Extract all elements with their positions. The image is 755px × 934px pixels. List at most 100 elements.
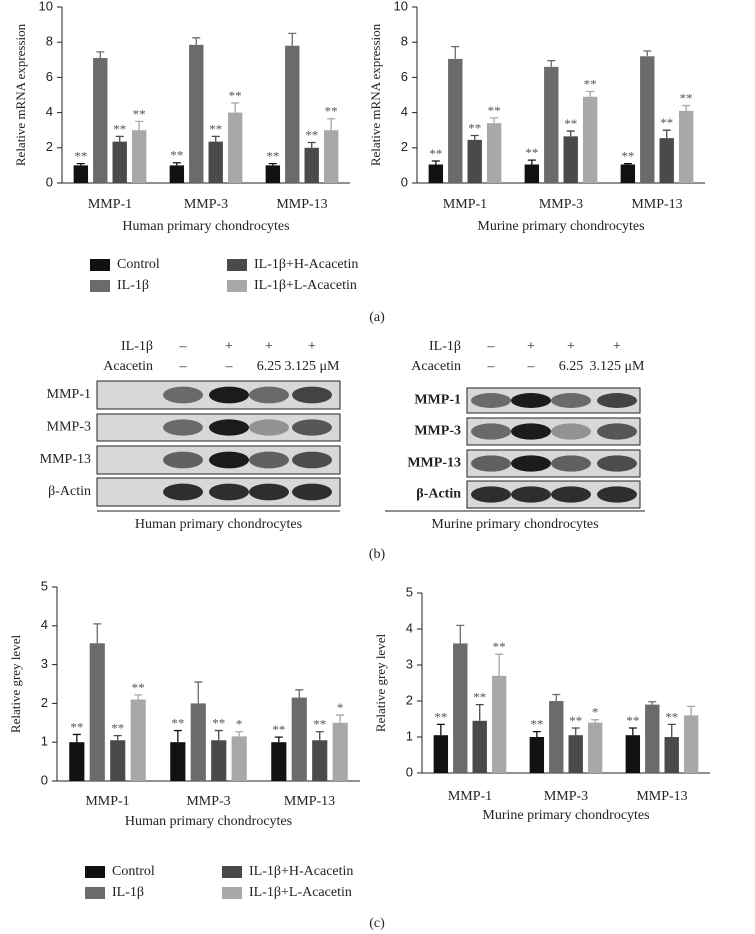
bar xyxy=(659,138,674,183)
bar xyxy=(110,740,126,781)
y-tick-label: 4 xyxy=(406,620,413,635)
x-tick-label: MMP-13 xyxy=(636,789,687,804)
y-tick-label: 0 xyxy=(406,764,413,779)
y-tick-label: 8 xyxy=(401,34,408,49)
legend-label: IL-1β xyxy=(112,885,144,900)
x-tick-label: MMP-3 xyxy=(539,197,583,212)
significance: ** xyxy=(488,103,501,118)
blot-band xyxy=(511,455,551,472)
x-axis-label: Human primary chondrocytes xyxy=(122,219,289,234)
bar xyxy=(189,44,204,184)
significance: ** xyxy=(272,722,285,737)
treatment-value: + xyxy=(225,339,233,354)
bar xyxy=(312,740,328,781)
significance: ** xyxy=(266,149,279,164)
x-tick-label: MMP-13 xyxy=(276,197,327,212)
significance: ** xyxy=(132,680,145,695)
bar xyxy=(428,164,444,183)
bar xyxy=(582,96,598,183)
significance: ** xyxy=(113,121,126,136)
blot-band xyxy=(551,455,591,472)
y-tick-label: 2 xyxy=(46,139,53,154)
significance: ** xyxy=(171,716,184,731)
blot-band xyxy=(292,419,332,436)
treatment-value: + xyxy=(613,339,621,354)
bar xyxy=(211,740,227,781)
blot-band xyxy=(551,423,591,440)
bar xyxy=(231,736,247,781)
treatment-label: IL-1β xyxy=(121,339,153,354)
legend-label: IL-1β xyxy=(117,278,149,293)
bar xyxy=(645,704,660,773)
error-bar xyxy=(115,135,124,142)
error-bar xyxy=(475,703,484,721)
blot-band xyxy=(163,451,203,469)
bar xyxy=(285,45,300,183)
error-bar xyxy=(682,104,691,111)
y-tick-label: 10 xyxy=(394,0,408,13)
blot-caption: Murine primary chondrocytes xyxy=(431,517,598,532)
y-tick-label: 0 xyxy=(41,772,48,787)
error-bar xyxy=(623,162,632,165)
panel-label: (a) xyxy=(369,310,385,325)
legend-label: Control xyxy=(112,864,155,879)
bar xyxy=(190,703,206,781)
y-tick-label: 3 xyxy=(406,656,413,671)
band-label: MMP-1 xyxy=(47,387,91,402)
significance: ** xyxy=(434,709,447,724)
significance: ** xyxy=(473,690,486,705)
treatment-value: – xyxy=(225,359,234,374)
x-tick-label: MMP-3 xyxy=(184,197,228,212)
legend-swatch xyxy=(85,866,105,878)
error-bar xyxy=(172,162,181,166)
bar xyxy=(131,130,147,183)
significance: ** xyxy=(429,146,442,161)
y-axis-label: Relative mRNA expression xyxy=(368,23,383,166)
blot-band xyxy=(471,423,511,440)
x-tick-label: MMP-1 xyxy=(448,789,492,804)
treatment-label: Acacetin xyxy=(411,359,461,374)
significance: ** xyxy=(468,120,481,135)
blot-band xyxy=(249,386,289,404)
y-tick-label: 0 xyxy=(401,174,408,189)
error-bar xyxy=(532,730,541,737)
error-bar xyxy=(274,736,283,743)
blot-band xyxy=(292,386,332,404)
y-tick-label: 5 xyxy=(406,584,413,599)
bar xyxy=(544,66,559,183)
significance: ** xyxy=(660,115,673,130)
error-bar xyxy=(456,624,465,644)
y-tick-label: 6 xyxy=(46,69,53,84)
x-tick-label: MMP-3 xyxy=(544,789,588,804)
significance: ** xyxy=(680,91,693,106)
error-bar xyxy=(214,729,223,741)
error-bar xyxy=(527,159,536,165)
treatment-value: – xyxy=(487,359,496,374)
bar xyxy=(304,147,319,183)
treatment-value: + xyxy=(527,339,535,354)
bar xyxy=(448,58,463,183)
error-bar xyxy=(192,37,201,45)
y-tick-label: 8 xyxy=(46,34,53,49)
bar xyxy=(271,742,287,781)
bar xyxy=(93,58,108,183)
blot-band xyxy=(249,419,289,436)
significance: ** xyxy=(170,148,183,163)
error-bar xyxy=(586,90,595,97)
bar xyxy=(678,110,694,183)
error-bar xyxy=(231,102,240,113)
treatment-value: – xyxy=(179,359,188,374)
band-label: MMP-13 xyxy=(407,456,461,471)
y-tick-label: 3 xyxy=(41,656,48,671)
error-bar xyxy=(96,51,105,59)
blot-band xyxy=(249,483,289,501)
bar xyxy=(683,715,699,773)
error-bar xyxy=(648,701,657,705)
blot-band xyxy=(511,423,551,440)
blot-band xyxy=(597,486,637,503)
bar xyxy=(130,699,146,781)
significance: ** xyxy=(564,116,577,131)
band-label: MMP-1 xyxy=(414,393,461,408)
treatment-value: – xyxy=(527,359,536,374)
bar xyxy=(587,722,603,773)
